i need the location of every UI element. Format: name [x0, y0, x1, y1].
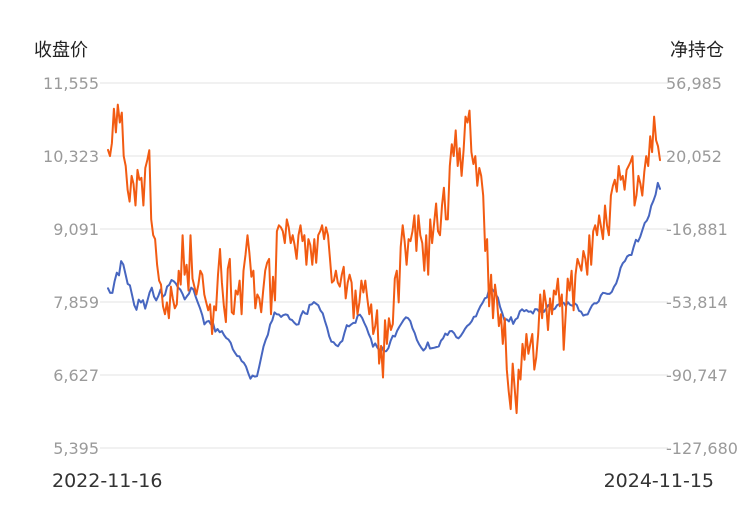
left-tick-label: 6,627: [53, 366, 99, 385]
right-tick-label: 20,052: [666, 147, 722, 166]
right-tick-label: -16,881: [666, 220, 728, 239]
x-axis-start-label: 2022-11-16: [52, 470, 163, 492]
left-tick-label: 11,555: [43, 74, 99, 93]
left-axis-ticks: 11,555 10,323 9,091 7,859 6,627 5,395: [43, 74, 99, 458]
right-tick-label: -127,680: [666, 439, 738, 458]
right-tick-label: 56,985: [666, 74, 722, 93]
left-tick-label: 5,395: [53, 439, 99, 458]
right-tick-label: -53,814: [666, 293, 728, 312]
right-axis-title: 净持仓: [670, 40, 724, 61]
left-tick-label: 7,859: [53, 293, 99, 312]
right-tick-label: -90,747: [666, 366, 728, 385]
net-position-line: [107, 103, 661, 415]
x-axis-end-label: 2024-11-15: [603, 470, 714, 492]
left-axis-title: 收盘价: [34, 40, 88, 61]
right-axis-ticks: 56,985 20,052 -16,881 -53,814 -90,747 -127,68…: [666, 74, 738, 458]
left-tick-label: 10,323: [43, 147, 99, 166]
series-layer: [107, 103, 661, 415]
left-tick-label: 9,091: [53, 220, 99, 239]
